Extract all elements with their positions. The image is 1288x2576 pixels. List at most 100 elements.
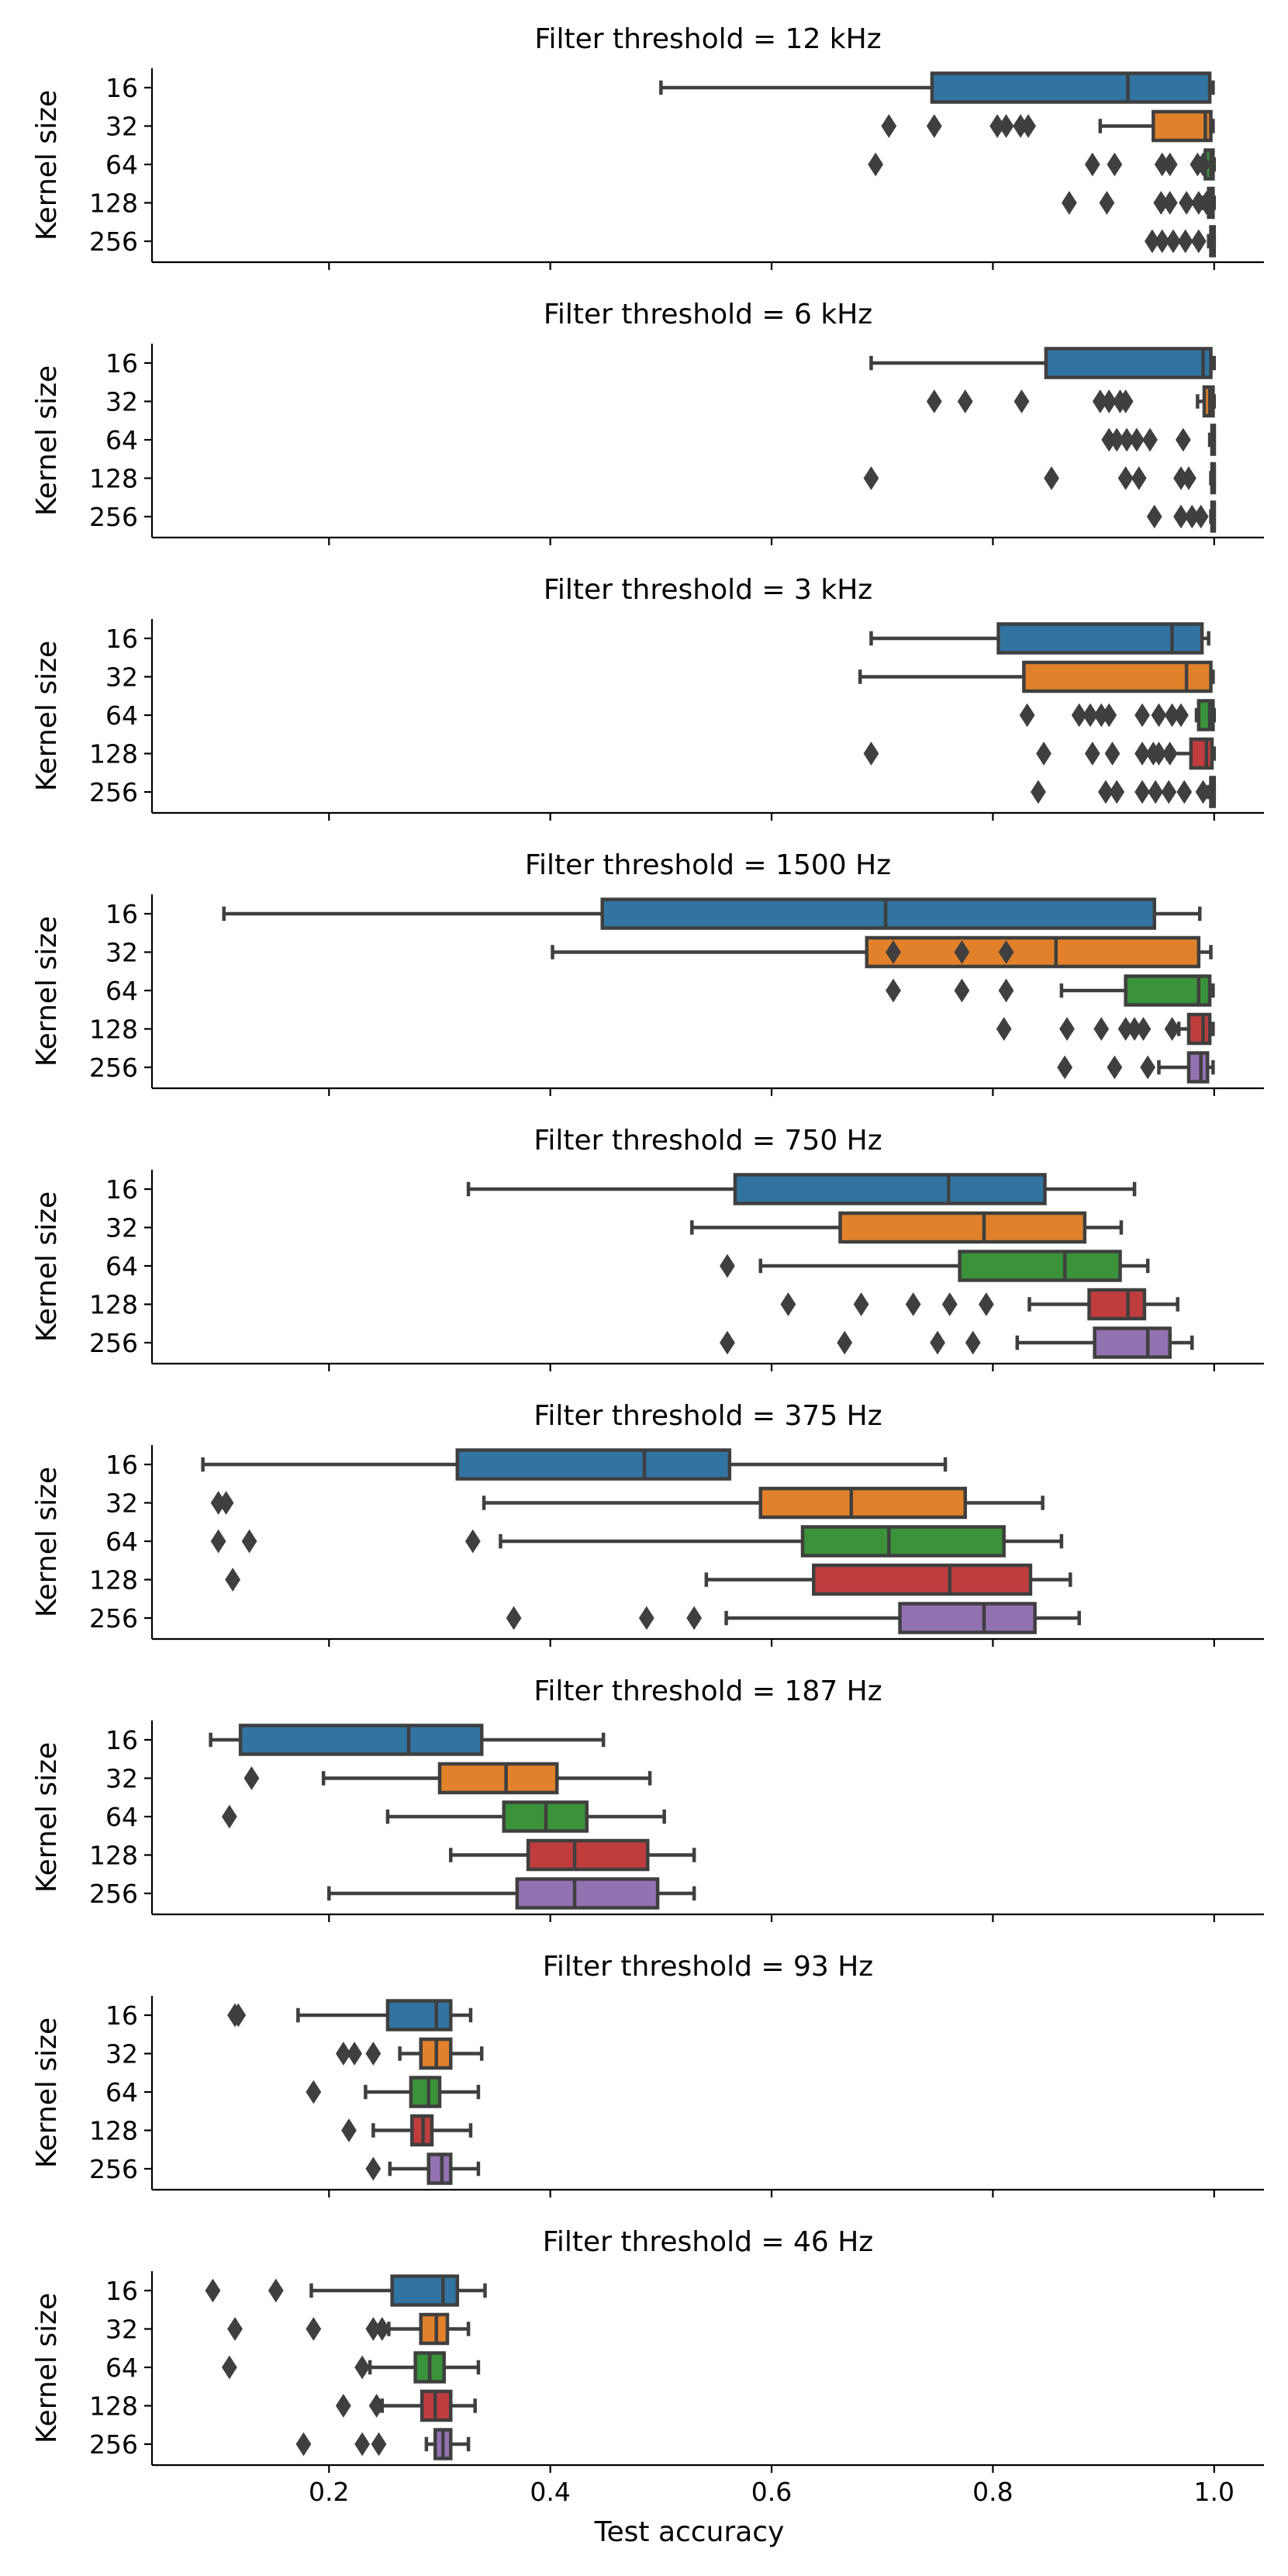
y-tick-label: 64 bbox=[105, 700, 138, 731]
outlier-marker bbox=[1198, 191, 1214, 215]
box-iqr bbox=[958, 1250, 1122, 1282]
y-tick-label: 16 bbox=[105, 899, 138, 929]
box-iqr bbox=[996, 622, 1204, 655]
y-tick-label: 16 bbox=[105, 1725, 138, 1755]
outlier-marker bbox=[998, 940, 1014, 964]
outlier-marker bbox=[1176, 780, 1193, 804]
box-16 bbox=[869, 347, 1217, 379]
box-iqr bbox=[838, 1211, 1087, 1244]
outlier-marker bbox=[1084, 742, 1100, 766]
y-tick-label: 32 bbox=[105, 1213, 138, 1243]
outlier-marker bbox=[1044, 466, 1059, 490]
panel-title: Filter threshold = 46 Hz bbox=[543, 2226, 873, 2258]
outlier-marker bbox=[868, 152, 884, 177]
outlier-marker bbox=[1117, 466, 1134, 490]
outlier-marker bbox=[1175, 427, 1191, 452]
y-tick-label: 32 bbox=[105, 938, 138, 968]
y-tick-label: 64 bbox=[105, 1527, 138, 1557]
box-iqr bbox=[385, 1999, 453, 2031]
panel-title: Filter threshold = 187 Hz bbox=[534, 1675, 882, 1707]
outlier-marker bbox=[1019, 703, 1035, 728]
y-tick-label: 32 bbox=[105, 387, 138, 417]
y-tick-label: 256 bbox=[89, 2429, 138, 2460]
y-tick-label: 128 bbox=[89, 1565, 138, 1596]
outlier-marker bbox=[335, 2394, 351, 2418]
outlier-marker bbox=[863, 742, 879, 766]
outlier-marker bbox=[780, 1292, 796, 1316]
box-64 bbox=[886, 974, 1215, 1007]
outlier-marker bbox=[886, 978, 901, 1003]
box-iqr bbox=[930, 71, 1212, 104]
x-tick-label: 0.2 bbox=[309, 2477, 349, 2507]
outlier-marker bbox=[347, 2042, 363, 2066]
outlier-marker bbox=[1181, 466, 1196, 490]
y-tick-label: 256 bbox=[89, 1603, 138, 1634]
box-iqr bbox=[1186, 1012, 1212, 1046]
outlier-marker bbox=[941, 1292, 958, 1316]
box-iqr bbox=[526, 1838, 650, 1872]
outlier-marker bbox=[371, 2432, 387, 2457]
outlier-marker bbox=[306, 2080, 322, 2104]
outlier-marker bbox=[1162, 191, 1178, 215]
outlier-marker bbox=[1109, 780, 1125, 804]
outlier-marker bbox=[1134, 742, 1150, 766]
box-16 bbox=[205, 2274, 487, 2307]
outlier-marker bbox=[1177, 229, 1193, 254]
outlier-marker bbox=[1193, 504, 1209, 529]
y-tick-label: 128 bbox=[89, 188, 138, 219]
box-256 bbox=[506, 1602, 1081, 1634]
y-axis-label: Kernel size bbox=[31, 2018, 63, 2168]
y-tick-label: 32 bbox=[105, 1489, 138, 1519]
y-tick-label: 32 bbox=[105, 112, 138, 142]
panel-1: Filter threshold = 6 kHz Kernel size 16 32 6… bbox=[31, 299, 1264, 545]
box-16 bbox=[466, 1173, 1137, 1205]
x-tick-label: 0.8 bbox=[972, 2477, 1013, 2507]
y-tick-label: 16 bbox=[105, 2000, 138, 2031]
outlier-marker bbox=[464, 1529, 481, 1554]
box-iqr bbox=[758, 1486, 967, 1520]
box-256 bbox=[1146, 500, 1217, 533]
outlier-marker bbox=[1140, 1055, 1156, 1080]
panel-title: Filter threshold = 6 kHz bbox=[544, 299, 872, 330]
outlier-marker bbox=[1098, 780, 1114, 804]
outlier-marker bbox=[1179, 191, 1195, 215]
outlier-marker bbox=[1165, 229, 1181, 254]
y-tick-label: 64 bbox=[105, 976, 138, 1006]
box-16 bbox=[227, 1999, 473, 2031]
box-128 bbox=[1061, 186, 1217, 220]
box-16 bbox=[222, 897, 1202, 930]
outlier-marker bbox=[335, 2042, 351, 2066]
y-axis-label: Kernel size bbox=[31, 1742, 63, 1893]
outlier-marker bbox=[1135, 1017, 1152, 1041]
y-tick-label: 128 bbox=[89, 2116, 138, 2146]
box-32 bbox=[335, 2037, 484, 2070]
panel-title: Filter threshold = 750 Hz bbox=[534, 1125, 882, 1157]
box-iqr bbox=[865, 935, 1201, 969]
box-16 bbox=[209, 1724, 606, 1756]
outlier-marker bbox=[1013, 389, 1030, 413]
box-iqr bbox=[800, 1525, 1006, 1558]
y-axis-label: Kernel size bbox=[31, 90, 63, 240]
box-64 bbox=[868, 148, 1217, 181]
y-tick-label: 128 bbox=[89, 1290, 138, 1320]
outlier-marker bbox=[1099, 191, 1115, 215]
outlier-marker bbox=[374, 2317, 390, 2341]
box-128 bbox=[996, 1012, 1215, 1046]
outlier-marker bbox=[1117, 389, 1134, 413]
box-32 bbox=[227, 2312, 471, 2346]
box-32 bbox=[926, 385, 1217, 418]
box-16 bbox=[201, 1448, 948, 1481]
y-tick-label: 256 bbox=[89, 2154, 138, 2184]
outlier-marker bbox=[354, 2432, 370, 2457]
box-128 bbox=[863, 737, 1217, 770]
outlier-marker bbox=[863, 466, 879, 490]
box-256 bbox=[1144, 225, 1217, 258]
panel-title: Filter threshold = 3 kHz bbox=[544, 574, 872, 606]
y-tick-label: 64 bbox=[105, 425, 138, 455]
box-32 bbox=[243, 1762, 652, 1795]
box-iqr bbox=[1093, 1326, 1172, 1359]
outlier-marker bbox=[506, 1606, 522, 1630]
outlier-marker bbox=[1101, 703, 1117, 728]
outlier-marker bbox=[1161, 780, 1177, 804]
